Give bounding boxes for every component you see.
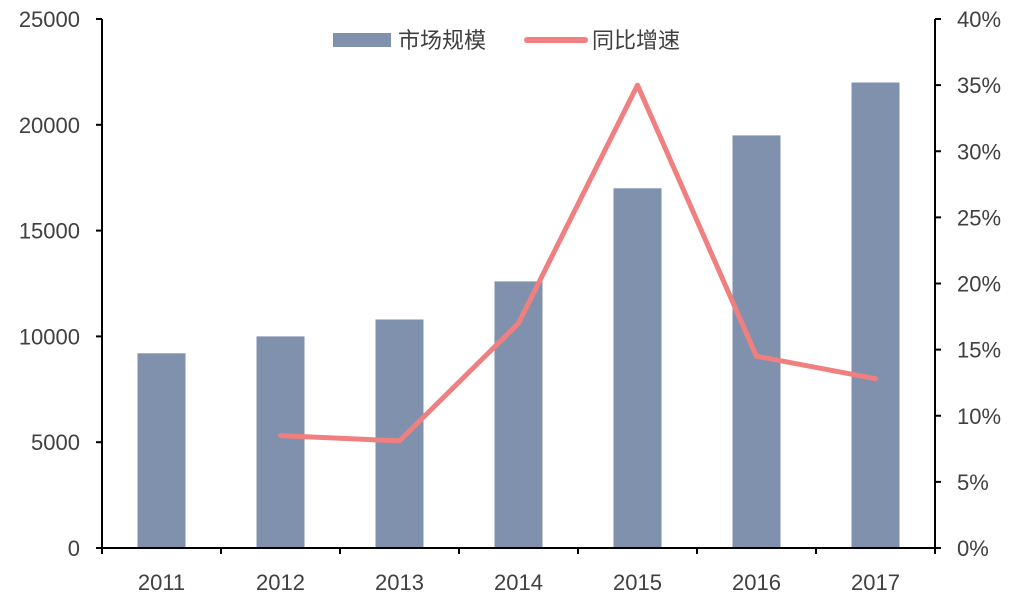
y-left-tick-label: 5000 bbox=[31, 430, 80, 455]
y-right-tick-label: 30% bbox=[957, 139, 1001, 164]
legend-label-market-size: 市场规模 bbox=[398, 29, 486, 54]
y-right-tick-label: 5% bbox=[957, 470, 989, 495]
y-left-tick-label: 15000 bbox=[19, 219, 80, 244]
y-right-tick-label: 35% bbox=[957, 73, 1001, 98]
labels-layer: 0 5000 10000 15000 20000 25000 0% 5% 10% 15% 20% 25… bbox=[19, 7, 1001, 595]
y-left-tick-label: 10000 bbox=[19, 324, 80, 349]
y-left-tick-label: 20000 bbox=[19, 113, 80, 138]
bar-2011 bbox=[137, 353, 186, 548]
bar-2016 bbox=[732, 135, 781, 548]
bar-2017 bbox=[851, 82, 900, 548]
bars-layer bbox=[137, 82, 900, 549]
bar-2015 bbox=[613, 188, 662, 549]
y-right-tick-label: 40% bbox=[957, 7, 1001, 32]
x-tick-label-2012: 2012 bbox=[256, 570, 305, 595]
legend: 市场规模 同比增速 bbox=[333, 29, 680, 54]
x-tick-label-2014: 2014 bbox=[494, 570, 543, 595]
bar-2013 bbox=[375, 319, 424, 548]
y-right-tick-label: 15% bbox=[957, 338, 1001, 363]
legend-label-yoy-growth: 同比增速 bbox=[592, 29, 680, 54]
bar-2012 bbox=[256, 336, 305, 548]
y-left-tick-label: 25000 bbox=[19, 7, 80, 32]
growth-line bbox=[278, 82, 878, 444]
legend-swatch-bar bbox=[333, 33, 391, 47]
y-left-tick-label: 0 bbox=[68, 536, 80, 561]
x-tick-label-2016: 2016 bbox=[732, 570, 781, 595]
y-right-tick-label: 25% bbox=[957, 205, 1001, 230]
x-tick-label-2015: 2015 bbox=[613, 570, 662, 595]
y-right-tick-label: 0% bbox=[957, 536, 989, 561]
x-tick-label-2013: 2013 bbox=[375, 570, 424, 595]
x-tick-label-2011: 2011 bbox=[138, 570, 185, 595]
x-tick-label-2017: 2017 bbox=[851, 570, 900, 595]
y-right-tick-label: 20% bbox=[957, 272, 1001, 297]
axes-layer bbox=[96, 18, 941, 554]
y-right-tick-label: 10% bbox=[957, 404, 1001, 429]
line-layer bbox=[278, 82, 878, 444]
